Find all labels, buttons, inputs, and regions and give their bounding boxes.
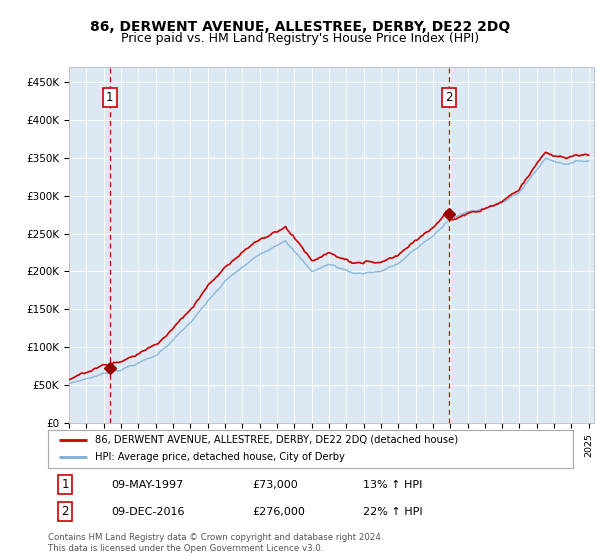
Text: 86, DERWENT AVENUE, ALLESTREE, DERBY, DE22 2DQ (detached house): 86, DERWENT AVENUE, ALLESTREE, DERBY, DE… bbox=[95, 435, 458, 445]
Text: 09-DEC-2016: 09-DEC-2016 bbox=[111, 507, 185, 516]
Text: Contains HM Land Registry data © Crown copyright and database right 2024.
This d: Contains HM Land Registry data © Crown c… bbox=[48, 533, 383, 553]
Text: 1: 1 bbox=[106, 91, 113, 104]
Text: £73,000: £73,000 bbox=[253, 479, 299, 489]
Text: 86, DERWENT AVENUE, ALLESTREE, DERBY, DE22 2DQ: 86, DERWENT AVENUE, ALLESTREE, DERBY, DE… bbox=[90, 20, 510, 34]
Text: £276,000: £276,000 bbox=[253, 507, 305, 516]
Text: Price paid vs. HM Land Registry's House Price Index (HPI): Price paid vs. HM Land Registry's House … bbox=[121, 31, 479, 45]
Text: 1: 1 bbox=[62, 478, 69, 491]
Text: 13% ↑ HPI: 13% ↑ HPI bbox=[363, 479, 422, 489]
Text: 22% ↑ HPI: 22% ↑ HPI bbox=[363, 507, 422, 516]
Text: HPI: Average price, detached house, City of Derby: HPI: Average price, detached house, City… bbox=[95, 452, 345, 463]
Text: 2: 2 bbox=[62, 505, 69, 518]
Text: 2: 2 bbox=[445, 91, 453, 104]
Text: 09-MAY-1997: 09-MAY-1997 bbox=[111, 479, 183, 489]
